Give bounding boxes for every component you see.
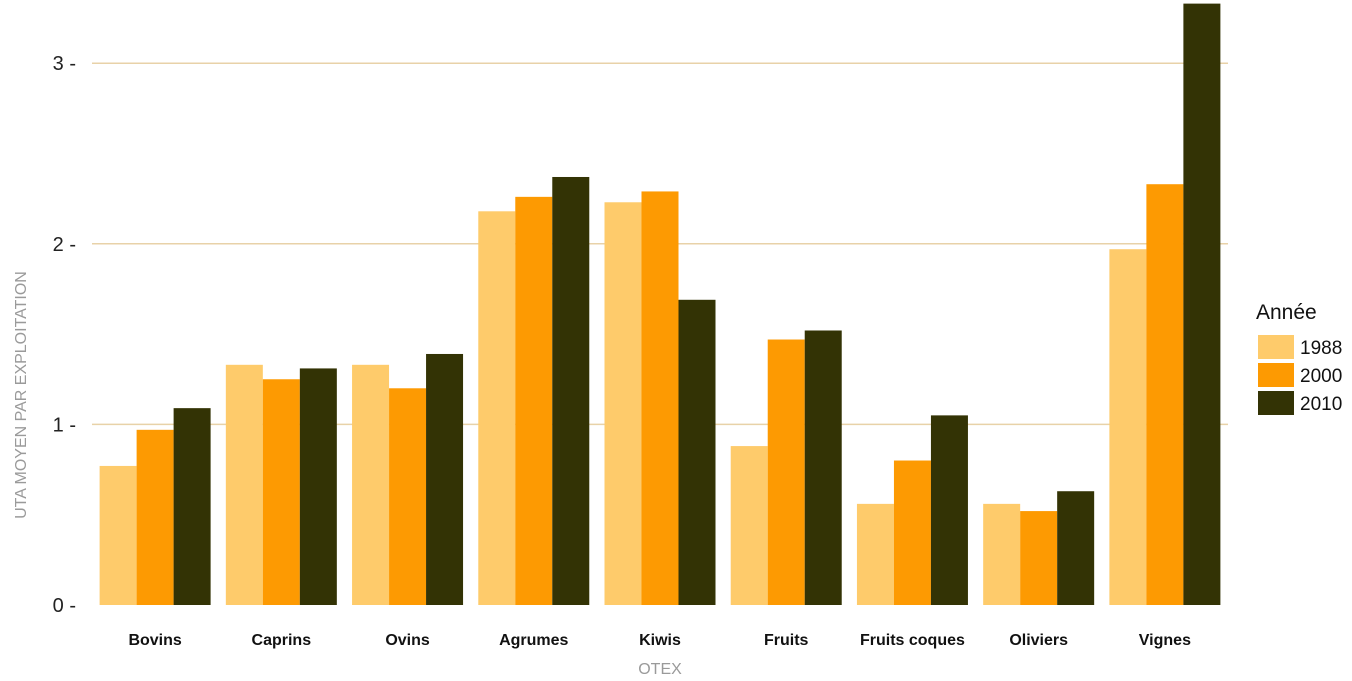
x-tick-label: Kiwis: [639, 632, 681, 649]
bar-bovins-2000: [136, 429, 174, 605]
bar-kiwis-2010: [678, 299, 716, 605]
x-tick-label: Fruits: [764, 632, 809, 649]
bar-agrumes-1988: [478, 211, 516, 605]
legend-swatch-1988: [1258, 335, 1294, 359]
legend: Année 1988 2000 2010: [1256, 301, 1342, 415]
legend-swatch-2000: [1258, 363, 1294, 387]
bar-fruits-coques-1988: [856, 503, 894, 605]
legend-label-2000: 2000: [1300, 366, 1342, 387]
legend-label-1988: 1988: [1300, 338, 1342, 359]
bar-caprins-2000: [262, 379, 300, 605]
bar-oliviers-1988: [983, 503, 1021, 605]
bars: [99, 3, 1221, 606]
bar-vignes-2010: [1183, 3, 1221, 606]
x-axis-title: OTEX: [638, 661, 682, 678]
bar-fruits-2000: [767, 339, 805, 605]
bar-caprins-2010: [299, 368, 337, 605]
bar-agrumes-2010: [552, 176, 590, 605]
bar-ovins-2010: [426, 353, 464, 605]
y-tick-label: 0 -: [53, 595, 76, 617]
x-axis-ticks: Bovins Caprins Ovins Agrumes Kiwis Fruits Frui…: [128, 632, 1191, 649]
legend-title: Année: [1256, 301, 1317, 324]
bar-bovins-1988: [99, 465, 137, 605]
legend-label-2010: 2010: [1300, 394, 1342, 415]
y-tick-label: 3 -: [53, 53, 76, 75]
bar-ovins-1988: [352, 364, 390, 605]
x-tick-label: Agrumes: [499, 632, 568, 649]
bar-kiwis-2000: [641, 191, 679, 605]
bar-vignes-2000: [1146, 184, 1184, 605]
bar-bovins-2010: [173, 408, 211, 605]
bar-fruits-2010: [804, 330, 842, 605]
bar-kiwis-1988: [604, 202, 642, 605]
bar-vignes-1988: [1109, 249, 1147, 605]
y-tick-label: 2 -: [53, 234, 76, 256]
bar-ovins-2000: [389, 388, 427, 605]
x-tick-label: Bovins: [128, 632, 181, 649]
x-tick-label: Oliviers: [1009, 632, 1068, 649]
bar-oliviers-2010: [1057, 491, 1095, 605]
x-tick-label: Ovins: [385, 632, 430, 649]
y-axis-ticks: 0 - 1 - 2 - 3 -: [53, 53, 76, 617]
x-tick-label: Caprins: [252, 632, 312, 649]
x-tick-label: Fruits coques: [860, 632, 965, 649]
bar-oliviers-2000: [1020, 511, 1058, 605]
bar-fruits-1988: [730, 446, 768, 605]
y-tick-label: 1 -: [53, 414, 76, 436]
bar-agrumes-2000: [515, 196, 553, 605]
bar-caprins-1988: [225, 364, 263, 605]
legend-swatch-2010: [1258, 391, 1294, 415]
y-axis-title: UTA MOYEN PAR EXPLOITATION: [13, 271, 30, 519]
bar-fruits-coques-2000: [893, 460, 931, 605]
bar-fruits-coques-2010: [930, 415, 968, 605]
x-tick-label: Vignes: [1139, 632, 1191, 649]
